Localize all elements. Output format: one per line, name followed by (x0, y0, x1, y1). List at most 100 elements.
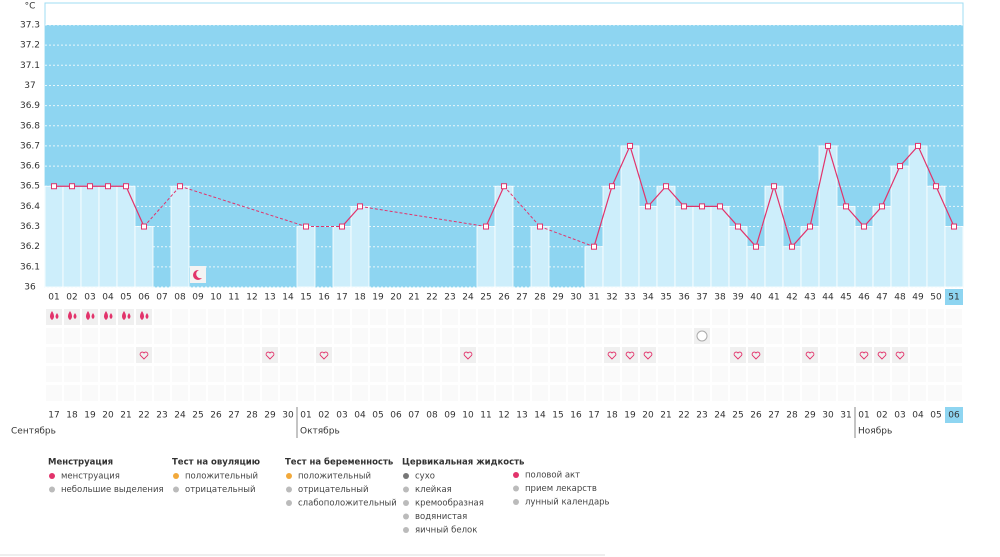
legend-item: сухо (415, 472, 435, 482)
event-cell (64, 366, 80, 382)
menstruation-icon (104, 311, 113, 320)
date-label: 07 (408, 411, 419, 421)
event-cell (550, 347, 566, 363)
date-label: 21 (120, 411, 131, 421)
bar (836, 205, 856, 288)
event-cell (208, 328, 224, 344)
event-cell-filled (82, 309, 98, 325)
event-cell (910, 328, 926, 344)
date-label: 11 (480, 411, 491, 421)
bar (350, 205, 370, 288)
x-tick-label: 42 (786, 293, 797, 303)
date-label: 14 (534, 411, 546, 421)
event-cell (946, 347, 962, 363)
date-label: 20 (642, 411, 654, 421)
x-tick-label: 49 (912, 293, 924, 303)
event-cell-filled (892, 347, 908, 363)
point-marker (303, 223, 309, 230)
heart-icon (319, 351, 329, 360)
event-cell (496, 328, 512, 344)
bar (530, 226, 550, 288)
event-cell (622, 328, 638, 344)
event-cell (874, 309, 890, 325)
event-cell (802, 309, 818, 325)
date-label: 06 (390, 411, 402, 421)
x-tick-label: 39 (732, 293, 744, 303)
bar (134, 226, 154, 288)
point-marker (87, 183, 93, 190)
event-cell (244, 328, 260, 344)
date-label: 24 (174, 411, 186, 421)
legend-item: клейкая (415, 485, 452, 495)
event-cell (748, 366, 764, 382)
y-tick-label: 36.8 (20, 121, 40, 131)
gap-connector (503, 185, 541, 227)
event-cell (910, 366, 926, 382)
x-tick-label: 09 (192, 293, 204, 303)
date-label: 04 (354, 411, 366, 421)
event-cell (496, 385, 512, 401)
x-tick-label: 05 (120, 293, 131, 303)
date-label: 13 (516, 411, 527, 421)
event-cell (550, 328, 566, 344)
event-cell (442, 366, 458, 382)
today-box (945, 289, 963, 305)
bar (692, 205, 712, 288)
point-marker (771, 183, 777, 190)
date-label: 09 (444, 411, 456, 421)
legend-item: небольшие выделения (61, 485, 164, 495)
event-cell (298, 347, 314, 363)
event-cell (820, 347, 836, 363)
x-tick-label: 13 (264, 293, 275, 303)
event-cell (640, 309, 656, 325)
point-marker (735, 223, 741, 230)
x-tick-label: 10 (210, 293, 222, 303)
event-cell (388, 385, 404, 401)
event-cell (442, 347, 458, 363)
event-cell (856, 385, 872, 401)
y-tick-label: 36.6 (20, 162, 40, 172)
x-tick-label: 28 (534, 293, 546, 303)
x-tick-label: 45 (840, 293, 851, 303)
pregnancy-test-icon (696, 330, 708, 342)
event-cell (658, 309, 674, 325)
x-tick-label: 01 (48, 293, 59, 303)
x-tick-label: 44 (822, 293, 834, 303)
point-marker (933, 183, 939, 190)
legend-item: водянистая (415, 512, 467, 522)
y-tick-label: 36.4 (20, 202, 40, 212)
legend-icon (286, 473, 292, 479)
bar (674, 205, 694, 288)
event-cell (532, 347, 548, 363)
event-cell (658, 366, 674, 382)
point-marker (123, 183, 129, 190)
date-label: 26 (210, 411, 222, 421)
event-cell (766, 385, 782, 401)
bar (602, 185, 622, 288)
event-cell (370, 385, 386, 401)
legend-icon (403, 473, 409, 479)
menstruation-icon (86, 311, 95, 320)
date-label: 20 (102, 411, 114, 421)
event-cell (136, 385, 152, 401)
event-cell (892, 385, 908, 401)
event-cell (514, 328, 530, 344)
event-cell (208, 366, 224, 382)
point-marker (627, 142, 633, 149)
event-cell (856, 328, 872, 344)
legend-title: Тест на беременность (285, 457, 393, 468)
date-label: 04 (912, 411, 924, 421)
point-marker (843, 203, 849, 210)
event-cell (532, 385, 548, 401)
gap-connector (143, 185, 181, 227)
x-tick-label: 04 (102, 293, 114, 303)
event-cell (640, 385, 656, 401)
event-cell (874, 385, 890, 401)
bar (728, 226, 748, 288)
event-cell (568, 347, 584, 363)
event-cell (442, 309, 458, 325)
legend-item: лунный календарь (525, 498, 610, 508)
event-cell (784, 366, 800, 382)
event-cell (694, 366, 710, 382)
date-label: 27 (228, 411, 239, 421)
